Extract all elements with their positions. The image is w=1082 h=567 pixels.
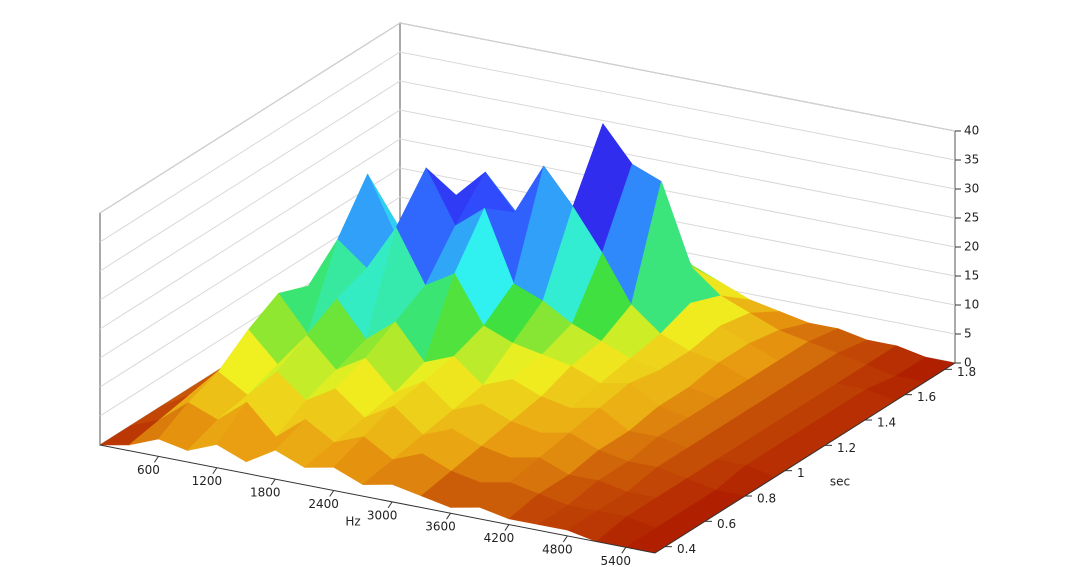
x-tick-label: 5400 xyxy=(601,554,632,567)
x-tick xyxy=(621,547,627,554)
grid-line xyxy=(99,196,956,388)
z-tick-label: 20 xyxy=(964,240,979,254)
x-tick-label: 2400 xyxy=(308,497,339,511)
grid-line xyxy=(99,167,956,359)
x-tick xyxy=(387,501,393,509)
x-axis-label: Hz xyxy=(345,515,360,529)
z-tick-label: 35 xyxy=(964,153,979,167)
y-tick-label: 0.8 xyxy=(757,492,776,506)
x-tick-label: 3600 xyxy=(425,520,456,534)
y-tick-label: 0.6 xyxy=(717,517,736,531)
z-tick-label: 0 xyxy=(964,356,972,370)
x-tick-label: 1200 xyxy=(192,474,223,488)
grid-line xyxy=(99,80,956,272)
grid-line xyxy=(99,138,956,330)
z-tick-label: 40 xyxy=(964,124,979,138)
grid-line xyxy=(99,22,956,214)
y-tick-label: 1 xyxy=(797,466,805,480)
surface xyxy=(99,123,956,554)
y-tick-label: 1.4 xyxy=(877,416,896,430)
x-tick-label: 4200 xyxy=(484,531,515,545)
x-tick xyxy=(446,512,451,520)
grid-line xyxy=(99,51,956,243)
z-tick-label: 5 xyxy=(964,327,972,341)
x-tick-label: 1800 xyxy=(250,486,281,500)
z-tick-label: 30 xyxy=(964,182,979,196)
z-tick-label: 15 xyxy=(964,269,979,283)
x-tick xyxy=(329,490,335,497)
axes: 0 5 10 15 20 25 30 35 40 600 1200 1800 2400 3000 3600 4… xyxy=(99,124,979,567)
grid-line xyxy=(99,109,956,301)
x-tick xyxy=(562,535,568,543)
y-axis-label: sec xyxy=(830,475,850,489)
x-tick-label: 4800 xyxy=(542,542,573,556)
y-tick-label: 0.4 xyxy=(677,542,696,556)
x-axis-line xyxy=(99,444,656,554)
z-tick-label: 25 xyxy=(964,211,979,225)
x-tick-label: 600 xyxy=(137,463,160,477)
x-tick xyxy=(154,456,159,463)
x-tick xyxy=(212,467,218,475)
x-tick xyxy=(270,478,276,486)
y-tick-label: 1.6 xyxy=(917,390,936,404)
x-tick xyxy=(504,524,510,531)
z-tick-label: 10 xyxy=(964,298,979,312)
x-tick-label: 3000 xyxy=(367,508,398,522)
y-tick-label: 1.2 xyxy=(837,441,856,455)
y-tick-label: 1.8 xyxy=(957,365,976,379)
